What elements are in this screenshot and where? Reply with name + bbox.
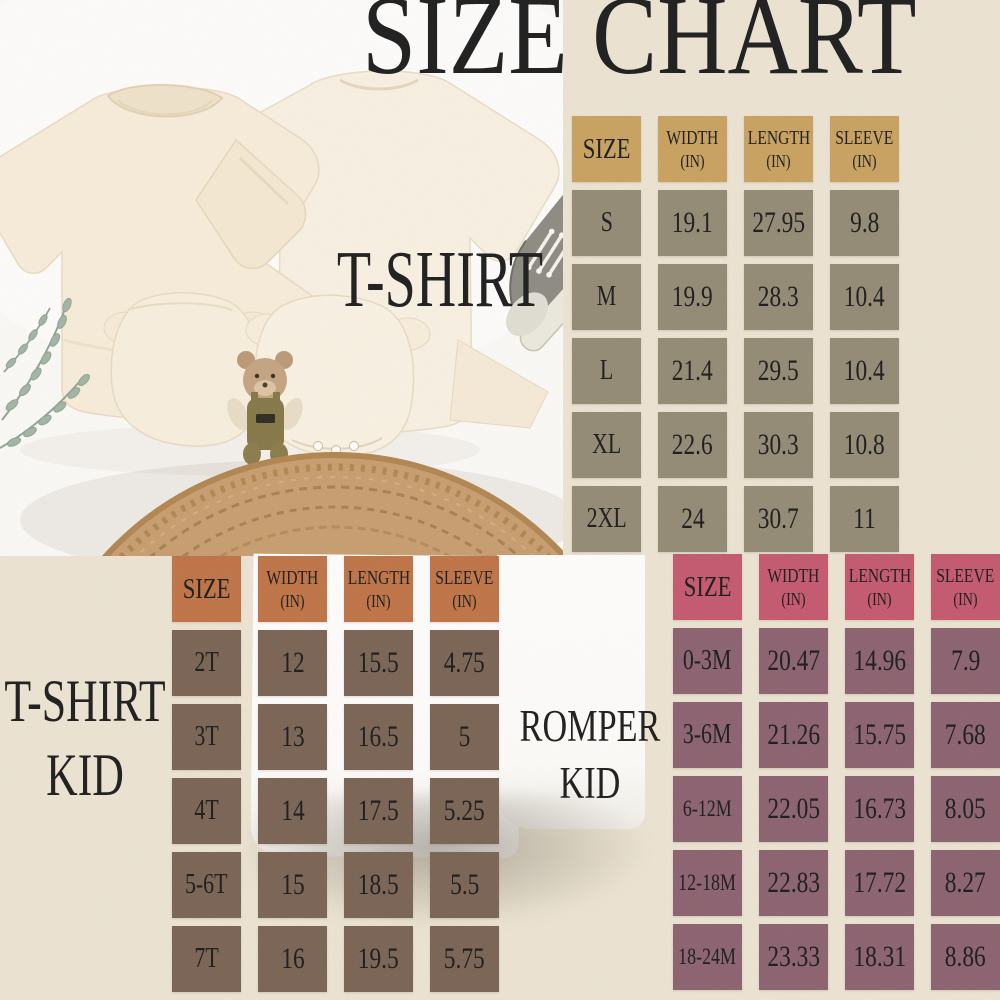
measurement-cell: 10.4 bbox=[830, 264, 899, 330]
size-label-cell: 0-3M bbox=[673, 628, 742, 694]
measurement-cell: 16 bbox=[258, 926, 327, 992]
romper-kid-label-line1: ROMPER bbox=[519, 701, 661, 751]
column-unit: (IN) bbox=[781, 589, 806, 609]
measurement-cell: 22.83 bbox=[759, 850, 828, 916]
column-label: LENGTH bbox=[747, 127, 810, 149]
measurement-cell: 9.8 bbox=[830, 190, 899, 256]
size-label-cell: XL bbox=[572, 412, 641, 478]
column-label: SIZE bbox=[683, 571, 732, 603]
measurement-cell: 29.5 bbox=[744, 338, 813, 404]
tshirt-kid-label-line2: KID bbox=[46, 742, 124, 808]
column-label: WIDTH bbox=[266, 567, 319, 589]
size-table-tshirt-kid: SIZE WIDTH (IN) LENGTH (IN) SLEEVE (IN) 2T 12 15.… bbox=[172, 556, 499, 992]
table-header-cell: LENGTH (IN) bbox=[744, 116, 813, 182]
column-label: SIZE bbox=[582, 133, 631, 165]
table-header-cell: SIZE bbox=[172, 556, 241, 622]
size-label-cell: 12-18M bbox=[673, 850, 742, 916]
measurement-cell: 5.75 bbox=[430, 926, 499, 992]
column-unit: (IN) bbox=[766, 151, 791, 171]
measurement-cell: 8.86 bbox=[931, 924, 1000, 990]
column-unit: (IN) bbox=[452, 591, 477, 611]
size-label-cell: M bbox=[572, 264, 641, 330]
size-label-cell: 5-6T bbox=[172, 852, 241, 918]
measurement-cell: 19.1 bbox=[658, 190, 727, 256]
measurement-cell: 23.33 bbox=[759, 924, 828, 990]
measurement-cell: 11 bbox=[830, 486, 899, 552]
measurement-cell: 8.05 bbox=[931, 776, 1000, 842]
measurement-cell: 4.75 bbox=[430, 630, 499, 696]
measurement-cell: 13 bbox=[258, 704, 327, 770]
measurement-cell: 20.47 bbox=[759, 628, 828, 694]
measurement-cell: 17.72 bbox=[845, 850, 914, 916]
column-unit: (IN) bbox=[680, 151, 705, 171]
size-table-tshirt-adult: SIZE WIDTH (IN) LENGTH (IN) SLEEVE (IN) S 19.1 27… bbox=[572, 116, 899, 552]
measurement-cell: 27.95 bbox=[744, 190, 813, 256]
measurement-cell: 16.5 bbox=[344, 704, 413, 770]
column-unit: (IN) bbox=[280, 591, 305, 611]
measurement-cell: 18.31 bbox=[845, 924, 914, 990]
measurement-cell: 8.27 bbox=[931, 850, 1000, 916]
measurement-cell: 7.9 bbox=[931, 628, 1000, 694]
measurement-cell: 5.5 bbox=[430, 852, 499, 918]
table-header-cell: WIDTH (IN) bbox=[258, 556, 327, 622]
measurement-cell: 19.5 bbox=[344, 926, 413, 992]
column-label: LENGTH bbox=[347, 567, 410, 589]
table-header-cell: SIZE bbox=[572, 116, 641, 182]
tshirt-kid-section-label: T-SHIRT KID bbox=[0, 664, 191, 812]
table-header-cell: SLEEVE (IN) bbox=[931, 554, 1000, 620]
measurement-cell: 24 bbox=[658, 486, 727, 552]
table-header-cell: SLEEVE (IN) bbox=[830, 116, 899, 182]
measurement-cell: 15.75 bbox=[845, 702, 914, 768]
measurement-cell: 10.4 bbox=[830, 338, 899, 404]
size-label-cell: 2XL bbox=[572, 486, 641, 552]
measurement-cell: 18.5 bbox=[344, 852, 413, 918]
size-label-cell: L bbox=[572, 338, 641, 404]
measurement-cell: 14 bbox=[258, 778, 327, 844]
measurement-cell: 22.6 bbox=[658, 412, 727, 478]
table-header-cell: WIDTH (IN) bbox=[658, 116, 727, 182]
measurement-cell: 12 bbox=[258, 630, 327, 696]
romper-kid-section-label: ROMPER KID bbox=[476, 698, 704, 812]
column-label: SLEEVE bbox=[835, 127, 894, 149]
measurement-cell: 16.73 bbox=[845, 776, 914, 842]
column-unit: (IN) bbox=[953, 589, 978, 609]
column-label: WIDTH bbox=[767, 565, 820, 587]
measurement-cell: 17.5 bbox=[344, 778, 413, 844]
tshirt-section-label: T-SHIRT bbox=[336, 236, 544, 324]
table-header-cell: LENGTH (IN) bbox=[845, 554, 914, 620]
table-header-cell: SLEEVE (IN) bbox=[430, 556, 499, 622]
measurement-cell: 22.05 bbox=[759, 776, 828, 842]
column-label: SLEEVE bbox=[435, 567, 494, 589]
column-label: WIDTH bbox=[666, 127, 719, 149]
measurement-cell: 7.68 bbox=[931, 702, 1000, 768]
romper-kid-label-line2: KID bbox=[559, 758, 621, 808]
column-unit: (IN) bbox=[366, 591, 391, 611]
table-header-cell: SIZE bbox=[673, 554, 742, 620]
table-header-cell: LENGTH (IN) bbox=[344, 556, 413, 622]
column-label: SIZE bbox=[182, 573, 231, 605]
measurement-cell: 10.8 bbox=[830, 412, 899, 478]
tshirt-kid-label-line1: T-SHIRT bbox=[4, 668, 166, 734]
column-label: LENGTH bbox=[848, 565, 911, 587]
measurement-cell: 19.9 bbox=[658, 264, 727, 330]
measurement-cell: 21.4 bbox=[658, 338, 727, 404]
measurement-cell: 14.96 bbox=[845, 628, 914, 694]
column-unit: (IN) bbox=[867, 589, 892, 609]
measurement-cell: 21.26 bbox=[759, 702, 828, 768]
measurement-cell: 30.3 bbox=[744, 412, 813, 478]
measurement-cell: 15 bbox=[258, 852, 327, 918]
table-header-cell: WIDTH (IN) bbox=[759, 554, 828, 620]
page-title: SIZE CHART bbox=[362, 0, 917, 98]
size-label-cell: 18-24M bbox=[673, 924, 742, 990]
column-unit: (IN) bbox=[852, 151, 877, 171]
measurement-cell: 28.3 bbox=[744, 264, 813, 330]
measurement-cell: 15.5 bbox=[344, 630, 413, 696]
column-label: SLEEVE bbox=[936, 565, 995, 587]
size-label-cell: 7T bbox=[172, 926, 241, 992]
size-label-cell: S bbox=[572, 190, 641, 256]
size-table-romper-kid: SIZE WIDTH (IN) LENGTH (IN) SLEEVE (IN) 0-3M 20.… bbox=[673, 554, 1000, 990]
measurement-cell: 30.7 bbox=[744, 486, 813, 552]
